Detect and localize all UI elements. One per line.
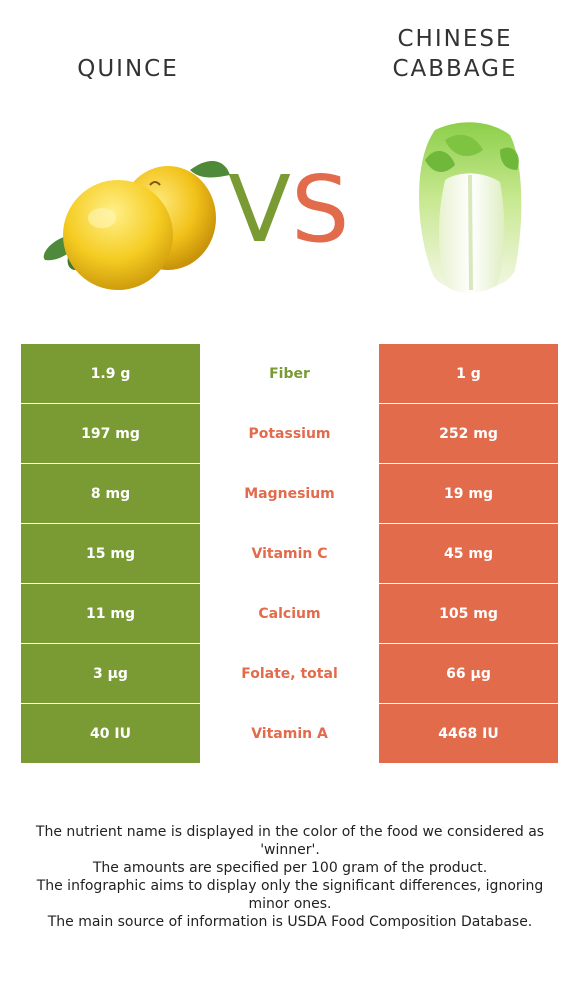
nutrient-name: Folate, total [200,643,379,704]
right-value: 1 g [379,344,558,404]
vs-s: S [290,156,350,263]
left-value: 11 mg [21,583,200,644]
right-food-title: CHINESE CABBAGE [392,26,518,82]
vs-v: V [228,156,291,263]
nutrient-name: Vitamin A [200,703,379,764]
right-value: 45 mg [379,523,558,584]
quince-image [43,160,230,290]
nutrient-name: Magnesium [200,463,379,524]
left-value: 1.9 g [21,344,200,404]
note-source: The main source of information is USDA F… [47,914,533,930]
comparison-table: 1.9 g Fiber 1 g 197 mg Potassium 252 mg 8 mg Ma… [21,344,558,764]
left-value: 8 mg [21,463,200,524]
right-value: 66 µg [379,643,558,704]
left-value: 15 mg [21,523,200,584]
note-winner: The nutrient name is displayed in the co… [35,824,545,858]
chinese-cabbage-image [419,122,522,293]
left-value: 40 IU [21,703,200,764]
right-value: 4468 IU [379,703,558,764]
nutrient-name: Fiber [200,344,379,404]
table-row: 1.9 g Fiber 1 g [21,344,558,404]
table-row: 11 mg Calcium 105 mg [21,583,558,644]
nutrient-name: Vitamin C [200,523,379,584]
left-food-title: QUINCE [77,56,179,82]
table-row: 197 mg Potassium 252 mg [21,403,558,464]
left-value: 197 mg [21,403,200,464]
table-row: 8 mg Magnesium 19 mg [21,463,558,524]
hero-images: VS [0,120,580,300]
nutrient-name: Potassium [200,403,379,464]
table-row: 15 mg Vitamin C 45 mg [21,523,558,584]
nutrient-name: Calcium [200,583,379,644]
vs-label: VS [228,160,349,260]
footnotes: The nutrient name is displayed in the co… [30,823,550,931]
right-value: 19 mg [379,463,558,524]
note-amounts: The amounts are specified per 100 gram o… [92,860,488,876]
table-row: 3 µg Folate, total 66 µg [21,643,558,704]
right-value: 105 mg [379,583,558,644]
note-differences: The infographic aims to display only the… [36,878,544,912]
right-value: 252 mg [379,403,558,464]
left-value: 3 µg [21,643,200,704]
table-row: 40 IU Vitamin A 4468 IU [21,703,558,764]
